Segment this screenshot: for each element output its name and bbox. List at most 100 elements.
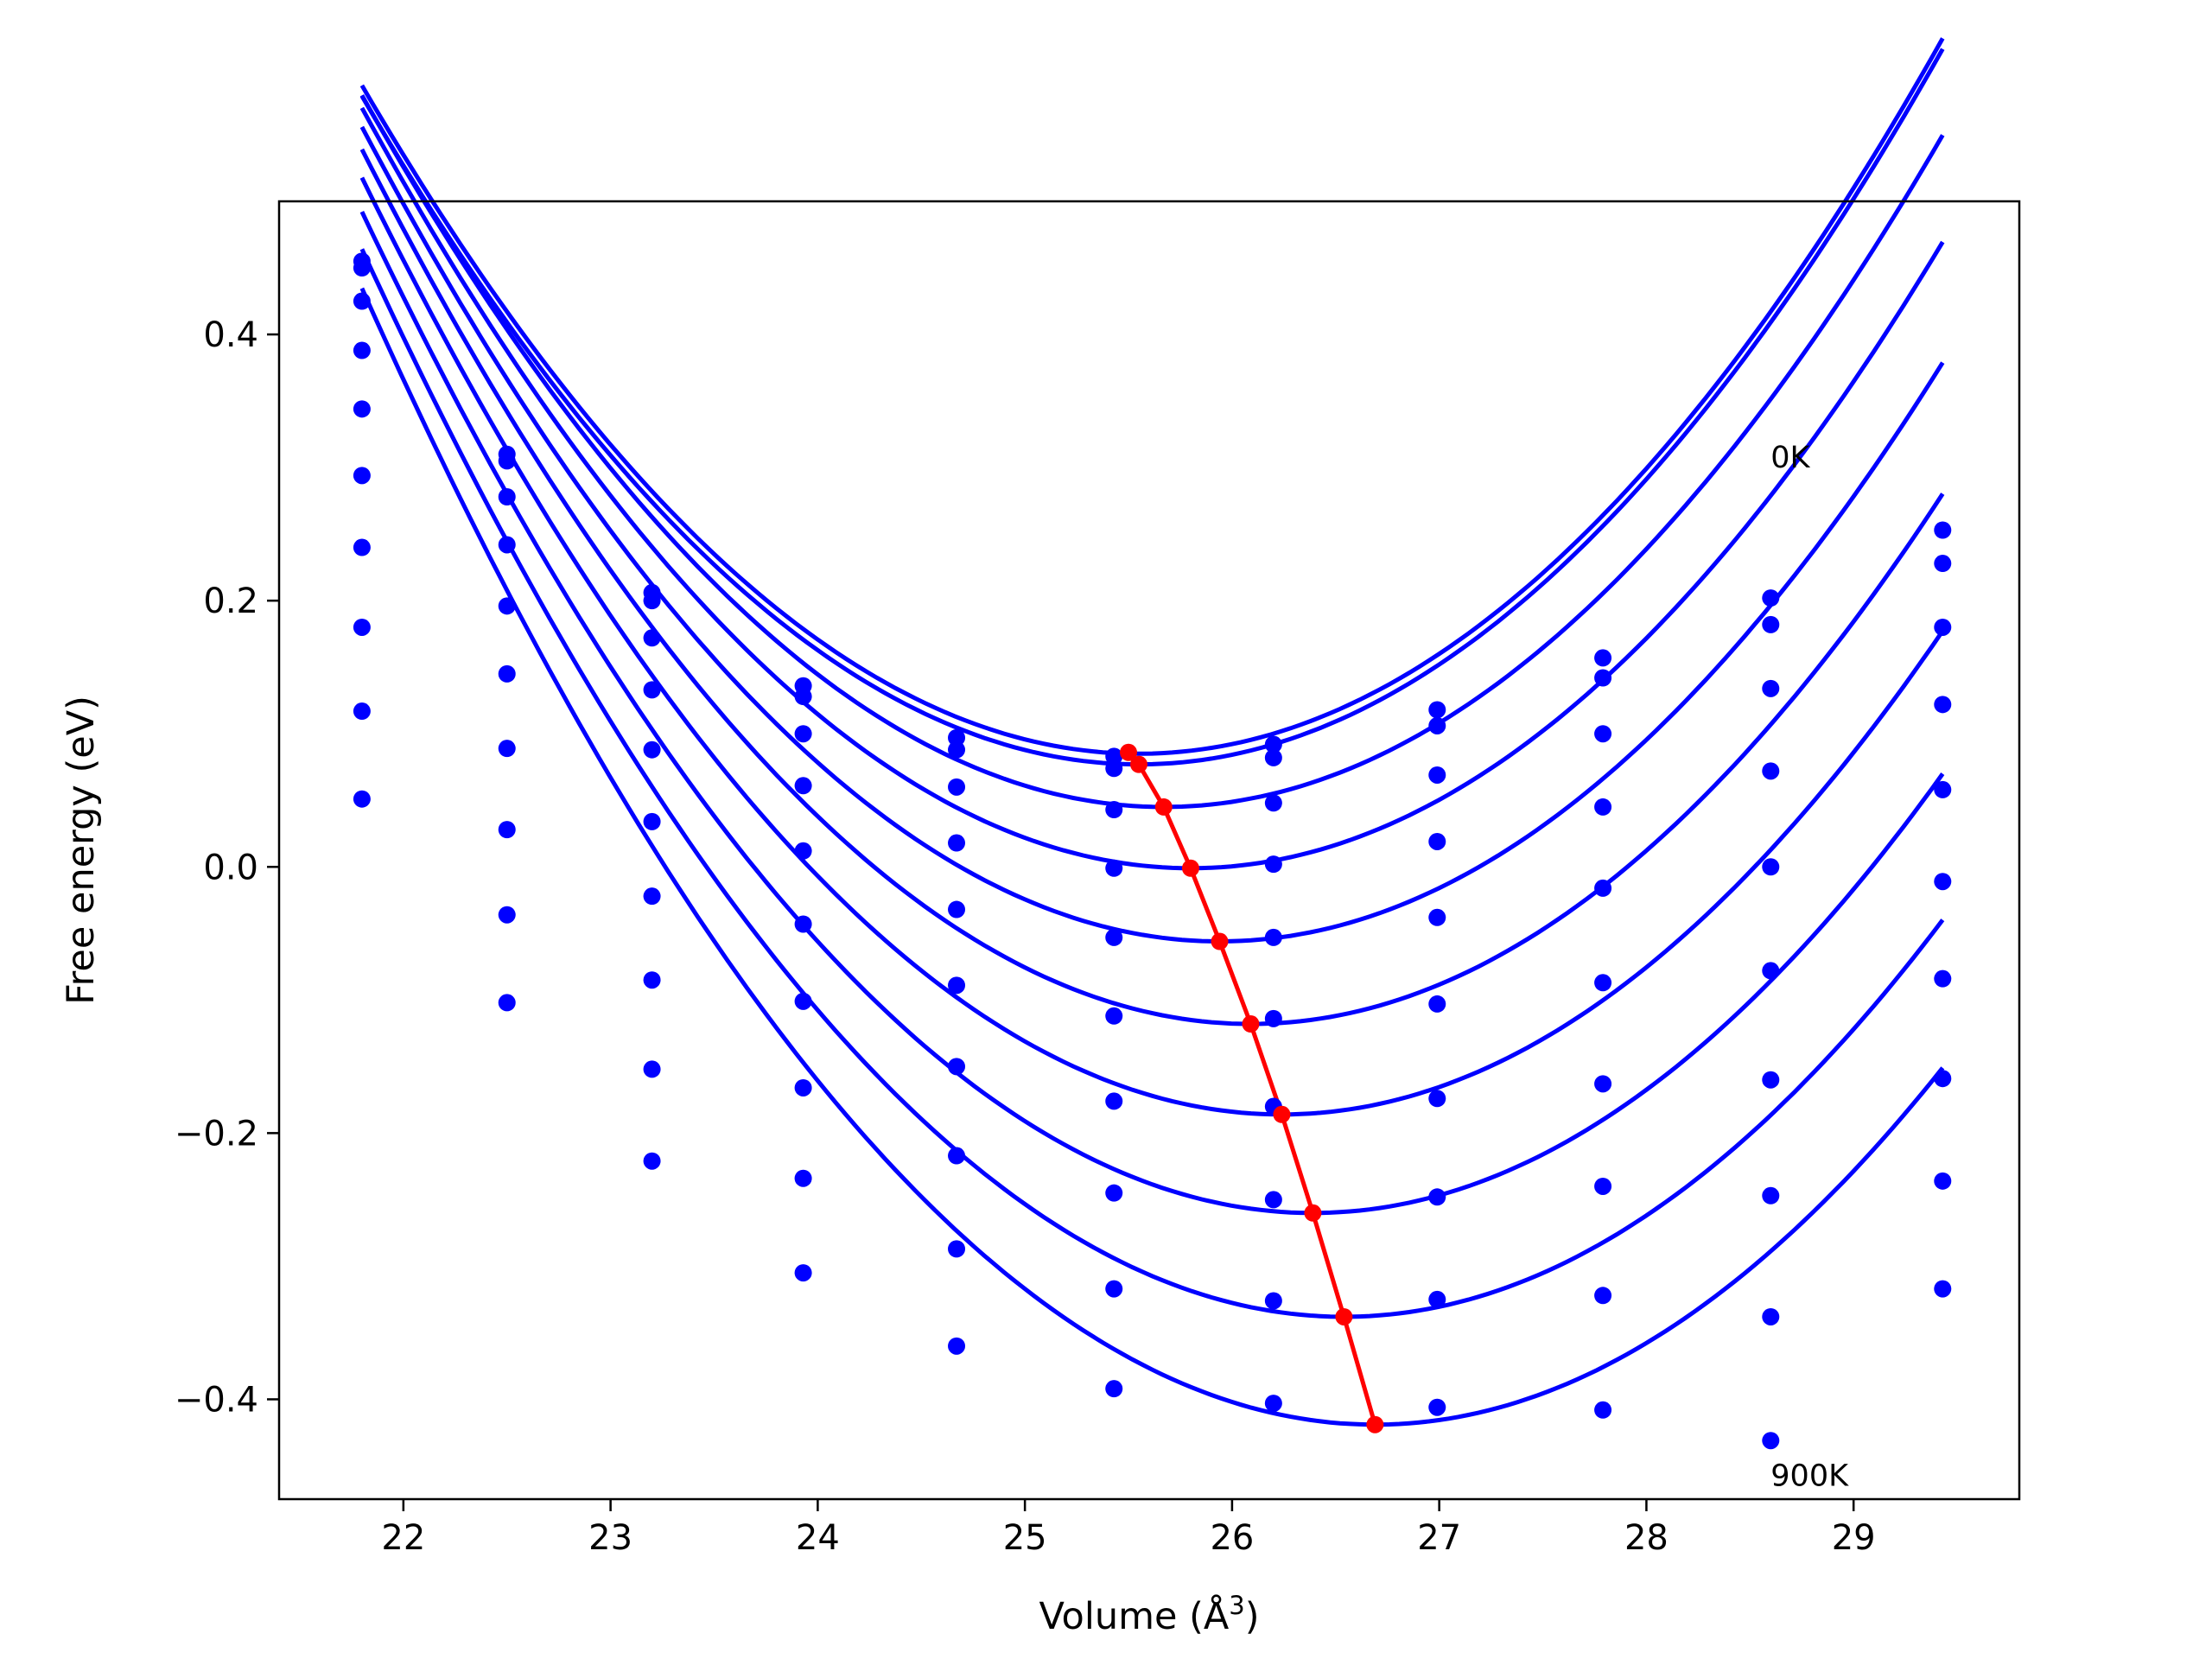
data-point — [1105, 1007, 1123, 1025]
data-point — [498, 821, 516, 839]
x-tick-label: 25 — [1003, 1518, 1047, 1558]
fit-curve-4 — [359, 106, 1945, 871]
fit-curve-2 — [359, 48, 1945, 767]
data-point — [948, 834, 966, 852]
data-point — [1594, 1177, 1612, 1195]
data-point — [1264, 1191, 1282, 1209]
data-point — [948, 1058, 966, 1076]
fit-curve-1 — [359, 37, 1945, 756]
fit-curve-5 — [359, 125, 1945, 944]
data-point — [1762, 858, 1780, 876]
data-point — [1762, 589, 1780, 607]
data-point — [1762, 762, 1780, 780]
minimum-point — [1154, 798, 1173, 816]
minimum-energy-path — [1127, 751, 1377, 1426]
data-point — [794, 992, 812, 1010]
data-point — [1934, 1070, 1952, 1088]
data-point — [794, 777, 812, 795]
data-point — [1594, 725, 1612, 743]
x-tick-label: 23 — [588, 1518, 632, 1558]
data-point — [1594, 669, 1612, 687]
data-point — [1428, 908, 1446, 926]
data-point — [498, 536, 516, 554]
data-point — [794, 725, 812, 743]
data-point — [1594, 798, 1612, 816]
y-axis-label: Free energy (eV) — [60, 696, 103, 1005]
data-point — [948, 741, 966, 759]
data-point — [1428, 1090, 1446, 1108]
x-tick-label: 24 — [796, 1518, 840, 1558]
minimum-points — [1120, 743, 1384, 1433]
data-point — [498, 452, 516, 470]
y-tick-label: −0.2 — [175, 1114, 258, 1154]
data-point — [1934, 555, 1952, 573]
data-point — [1428, 766, 1446, 784]
x-tick-label: 28 — [1624, 1518, 1669, 1558]
data-point — [1934, 696, 1952, 714]
minimum-point — [1181, 859, 1199, 877]
fit-curve-3 — [359, 94, 1945, 810]
data-point — [353, 538, 371, 556]
data-point — [1105, 1184, 1123, 1202]
data-point — [353, 259, 371, 277]
data-point — [948, 1240, 966, 1258]
y-tick-label: 0.0 — [203, 848, 258, 887]
data-point — [948, 976, 966, 995]
annotation-label: 0K — [1770, 441, 1810, 475]
data-point — [1934, 780, 1952, 798]
data-points — [353, 252, 1952, 1450]
data-point — [1428, 1398, 1446, 1416]
data-point — [1594, 1287, 1612, 1305]
data-point — [643, 1060, 661, 1078]
data-point — [1105, 928, 1123, 946]
data-point — [498, 740, 516, 758]
data-point — [1428, 995, 1446, 1013]
fit-curve-6 — [359, 148, 1945, 1027]
data-point — [1762, 1071, 1780, 1089]
data-point — [1594, 1401, 1612, 1419]
data-point — [498, 597, 516, 615]
x-tick-label: 26 — [1210, 1518, 1254, 1558]
data-point — [1428, 701, 1446, 719]
data-point — [643, 592, 661, 610]
data-point — [643, 741, 661, 759]
data-point — [948, 1337, 966, 1355]
minimum-path-line — [1127, 751, 1377, 1426]
x-tick-label: 29 — [1832, 1518, 1876, 1558]
data-point — [643, 681, 661, 699]
data-point — [1762, 679, 1780, 697]
data-point — [794, 1078, 812, 1096]
data-point — [1428, 832, 1446, 850]
data-point — [1105, 760, 1123, 778]
data-point — [794, 688, 812, 706]
data-point — [1762, 1307, 1780, 1325]
data-point — [948, 900, 966, 918]
minimum-point — [1273, 1105, 1291, 1123]
data-point — [1934, 873, 1952, 891]
data-point — [1594, 879, 1612, 897]
data-point — [948, 778, 966, 796]
data-point — [1934, 1280, 1952, 1298]
data-point — [353, 790, 371, 808]
data-point — [1264, 1395, 1282, 1413]
data-point — [498, 664, 516, 683]
minimum-point — [1130, 755, 1148, 773]
data-point — [353, 341, 371, 359]
x-axis-ticks: 22 23 24 25 26 27 28 29 — [381, 1499, 1876, 1558]
y-tick-label: 0.4 — [203, 315, 258, 355]
data-point — [643, 971, 661, 989]
data-point — [1264, 1009, 1282, 1027]
plot-frame — [277, 200, 2021, 1501]
data-point — [948, 728, 966, 747]
fit-curve-10 — [359, 287, 1945, 1427]
fit-curve-8 — [359, 211, 1945, 1216]
x-tick-label: 22 — [381, 1518, 425, 1558]
data-point — [1264, 1292, 1282, 1310]
data-point — [1934, 969, 1952, 988]
data-point — [1105, 1380, 1123, 1398]
data-point — [1428, 716, 1446, 734]
data-point — [498, 994, 516, 1012]
annotations: 0K 900K — [1770, 441, 1849, 1493]
data-point — [1762, 615, 1780, 633]
data-point — [948, 1147, 966, 1165]
